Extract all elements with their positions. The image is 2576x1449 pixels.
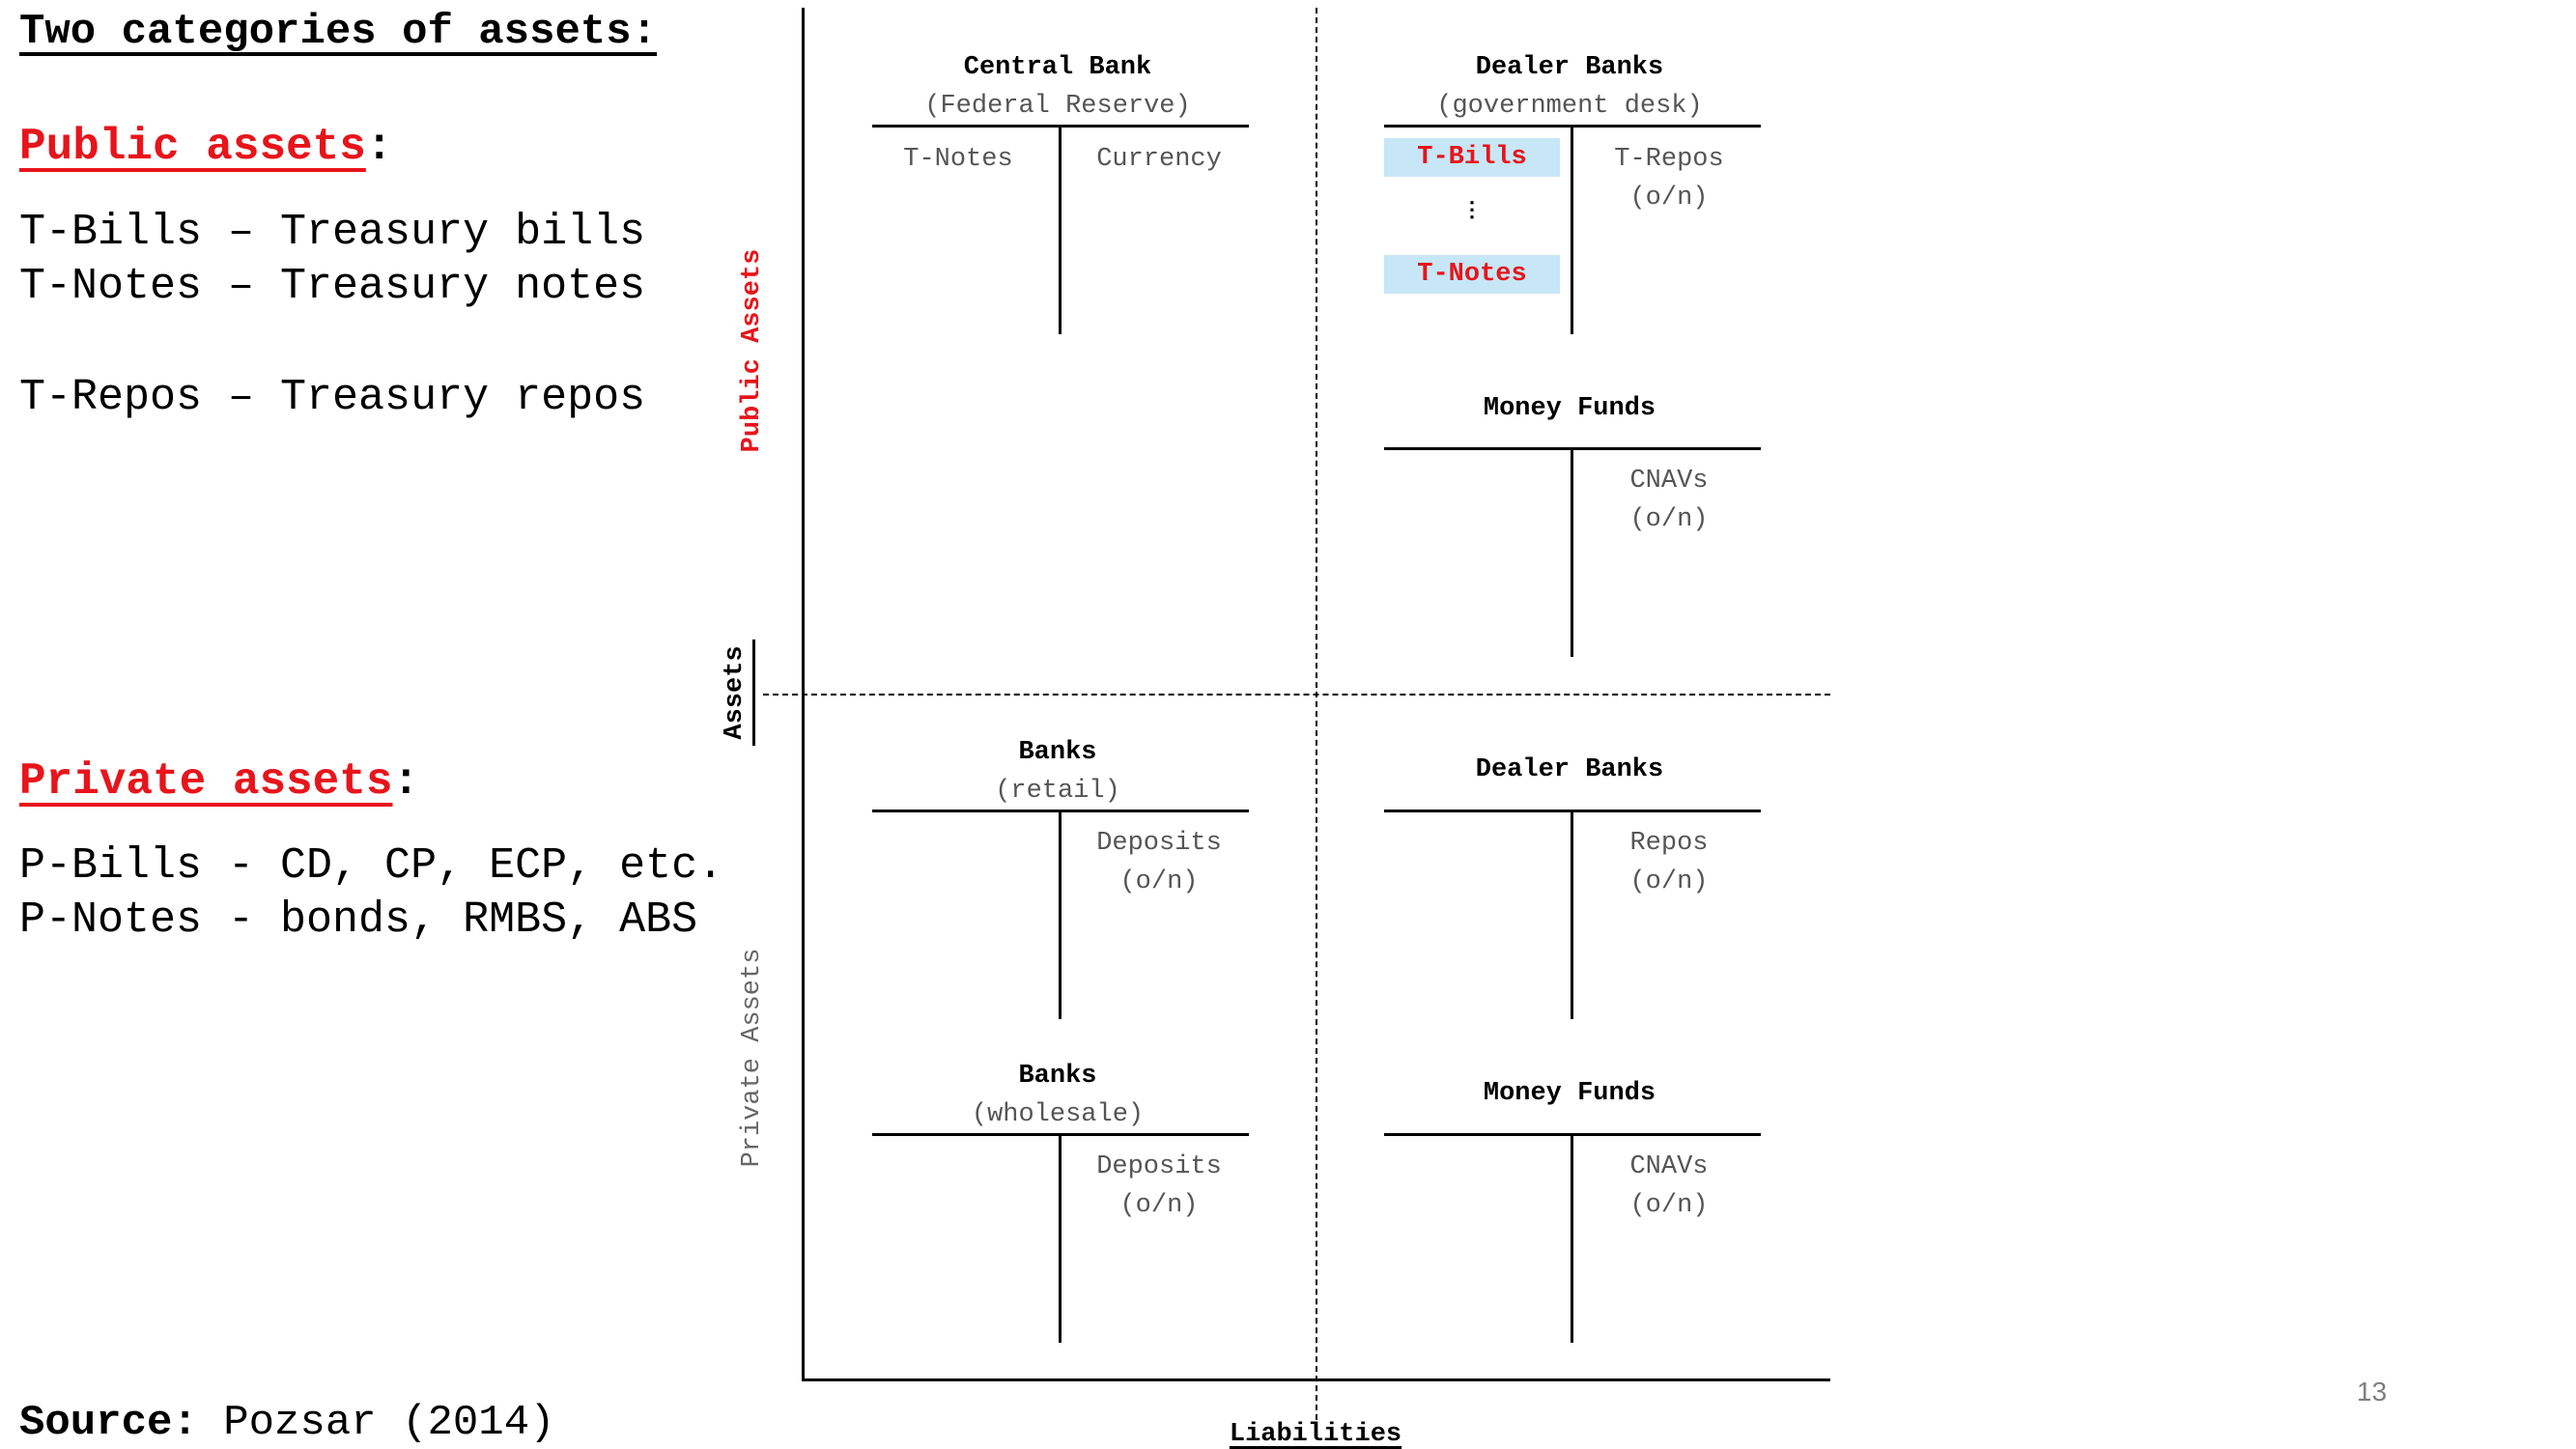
dealer-banks-gov-subtitle: (government desk) <box>1436 92 1703 121</box>
definition-p-notes: P-Notes - bonds, RMBS, ABS <box>19 895 698 945</box>
dealer-banks-gov-liability-term: (o/n) <box>1629 184 1709 213</box>
money-funds-bottom-taccount-stem <box>1571 1133 1573 1343</box>
assets-axis-label: Assets <box>721 645 750 740</box>
money-funds-bottom-title: Money Funds <box>1483 1079 1656 1108</box>
liabilities-axis-label: Liabilities <box>1229 1420 1402 1449</box>
quadrant-divider-horizontal <box>763 694 1830 696</box>
dealer-banks-title: Dealer Banks <box>1475 755 1664 784</box>
money-funds-top-liability-term: (o/n) <box>1629 505 1709 534</box>
banks-retail-liability: Deposits <box>1096 829 1222 858</box>
assets-axis-tick <box>752 639 755 746</box>
banks-wholesale-taccount-stem <box>1059 1133 1062 1343</box>
definition-t-bills: T-Bills – Treasury bills <box>19 208 646 257</box>
public-assets-axis-label: Public Assets <box>738 248 767 453</box>
public-assets-colon: : <box>365 122 393 172</box>
ellipsis-icon: ⋮ <box>1461 199 1483 223</box>
definition-t-notes: T-Notes – Treasury notes <box>19 262 646 311</box>
private-assets-axis-label: Private Assets <box>738 948 767 1168</box>
dealer-banks-liability-term: (o/n) <box>1629 867 1709 896</box>
money-funds-top-taccount-stem <box>1571 447 1573 657</box>
money-funds-bottom-liability: CNAVs <box>1629 1152 1709 1181</box>
central-bank-title: Central Bank <box>963 53 1152 82</box>
banks-retail-subtitle: (retail) <box>995 777 1120 806</box>
private-assets-label: Private assets <box>19 756 393 807</box>
central-bank-taccount-stem <box>1059 125 1062 334</box>
t-bills-highlight: T-Bills <box>1384 138 1560 177</box>
central-bank-liability: Currency <box>1096 145 1222 174</box>
dealer-banks-gov-taccount-stem <box>1571 125 1573 334</box>
banks-wholesale-liability-term: (o/n) <box>1119 1191 1199 1220</box>
banks-wholesale-title: Banks <box>1018 1062 1097 1091</box>
money-funds-top-liability: CNAVs <box>1629 467 1709 496</box>
page-heading: Two categories of assets: <box>19 8 658 56</box>
banks-wholesale-subtitle: (wholesale) <box>971 1100 1145 1129</box>
quadrant-divider-vertical <box>1316 8 1317 1420</box>
private-assets-colon: : <box>392 756 420 807</box>
central-bank-asset: T-Notes <box>903 145 1013 174</box>
dealer-banks-liability: Repos <box>1629 829 1709 858</box>
dealer-banks-gov-liability: T-Repos <box>1614 145 1724 174</box>
banks-retail-title: Banks <box>1018 738 1097 767</box>
central-bank-subtitle: (Federal Reserve) <box>924 92 1191 121</box>
public-assets-label: Public assets <box>19 122 366 172</box>
dealer-banks-gov-title: Dealer Banks <box>1475 53 1664 82</box>
private-assets-title: Private assets: <box>19 756 419 807</box>
page-number: 13 <box>2357 1377 2388 1406</box>
banks-retail-taccount-stem <box>1059 810 1062 1019</box>
source-label: Source: <box>19 1399 198 1447</box>
source-text: Pozsar (2014) <box>223 1399 555 1447</box>
definition-t-repos: T-Repos – Treasury repos <box>19 373 646 422</box>
dealer-banks-taccount-stem <box>1571 810 1573 1019</box>
money-funds-bottom-liability-term: (o/n) <box>1629 1191 1709 1220</box>
banks-wholesale-liability: Deposits <box>1096 1152 1222 1181</box>
source-citation: Source: Pozsar (2014) <box>19 1399 555 1447</box>
banks-retail-liability-term: (o/n) <box>1119 867 1199 896</box>
public-assets-title: Public assets: <box>19 122 392 172</box>
money-funds-top-title: Money Funds <box>1483 394 1656 423</box>
definition-p-bills: P-Bills - CD, CP, ECP, etc. <box>19 841 724 891</box>
t-notes-highlight: T-Notes <box>1384 255 1560 294</box>
